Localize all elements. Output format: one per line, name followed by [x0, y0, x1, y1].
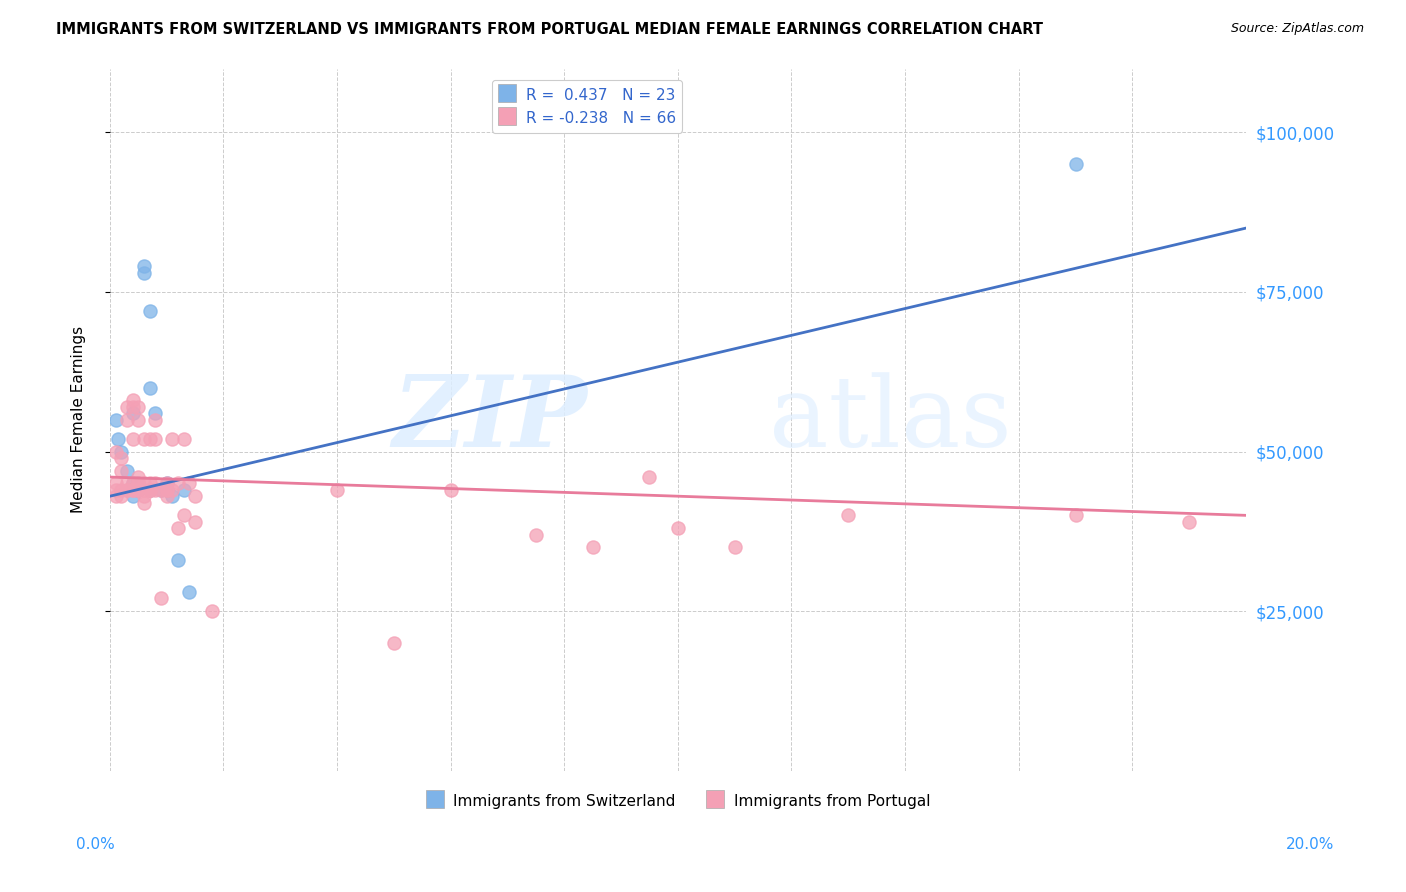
Point [104, 444, 127, 458]
Point [156, 483, 179, 497]
Point [104, 489, 127, 503]
Point [382, 636, 405, 650]
Point [115, 483, 138, 497]
Point [179, 476, 201, 491]
Point [184, 515, 207, 529]
Point [132, 432, 155, 446]
Point [115, 400, 138, 414]
Point [666, 521, 689, 535]
Point [115, 476, 138, 491]
Point [156, 489, 179, 503]
Point [582, 541, 605, 555]
Point [127, 412, 149, 426]
Point [162, 489, 184, 503]
Point [104, 483, 127, 497]
Text: 0.0%: 0.0% [76, 837, 115, 852]
Point [1064, 157, 1087, 171]
Point [149, 483, 172, 497]
Point [173, 483, 195, 497]
Point [127, 400, 149, 414]
Point [326, 483, 349, 497]
Point [127, 483, 149, 497]
Point [138, 381, 160, 395]
Point [162, 483, 184, 497]
Legend: Immigrants from Switzerland, Immigrants from Portugal: Immigrants from Switzerland, Immigrants … [419, 786, 936, 815]
Point [156, 483, 179, 497]
Point [173, 508, 195, 523]
Point [110, 464, 132, 478]
Point [121, 432, 143, 446]
Point [138, 483, 160, 497]
Point [138, 432, 160, 446]
Point [173, 432, 195, 446]
Point [149, 591, 172, 606]
Point [132, 483, 155, 497]
Point [724, 541, 747, 555]
Point [440, 483, 463, 497]
Point [104, 476, 127, 491]
Text: IMMIGRANTS FROM SWITZERLAND VS IMMIGRANTS FROM PORTUGAL MEDIAN FEMALE EARNINGS C: IMMIGRANTS FROM SWITZERLAND VS IMMIGRANT… [56, 22, 1043, 37]
Point [121, 393, 143, 408]
Point [138, 483, 160, 497]
Text: 20.0%: 20.0% [1286, 837, 1334, 852]
Point [110, 489, 132, 503]
Point [184, 489, 207, 503]
Point [162, 432, 184, 446]
Point [1064, 508, 1087, 523]
Point [127, 483, 149, 497]
Point [121, 476, 143, 491]
Point [132, 266, 155, 280]
Point [143, 406, 166, 420]
Point [121, 483, 143, 497]
Point [127, 470, 149, 484]
Point [121, 489, 143, 503]
Point [110, 444, 132, 458]
Point [132, 476, 155, 491]
Point [143, 476, 166, 491]
Point [143, 483, 166, 497]
Point [110, 483, 132, 497]
Point [1178, 515, 1201, 529]
Text: atlas: atlas [769, 372, 1011, 467]
Point [115, 483, 138, 497]
Point [132, 489, 155, 503]
Point [149, 483, 172, 497]
Point [127, 483, 149, 497]
Point [167, 553, 190, 567]
Text: Source: ZipAtlas.com: Source: ZipAtlas.com [1230, 22, 1364, 36]
Point [179, 585, 201, 599]
Point [138, 304, 160, 318]
Point [115, 464, 138, 478]
Point [143, 432, 166, 446]
Point [167, 521, 190, 535]
Point [524, 527, 547, 541]
Point [156, 483, 179, 497]
Point [121, 400, 143, 414]
Point [138, 476, 160, 491]
Point [156, 476, 179, 491]
Point [104, 412, 127, 426]
Point [138, 483, 160, 497]
Point [115, 412, 138, 426]
Point [127, 476, 149, 491]
Point [127, 476, 149, 491]
Point [107, 432, 129, 446]
Point [156, 476, 179, 491]
Point [132, 495, 155, 509]
Point [121, 476, 143, 491]
Text: ZIP: ZIP [392, 371, 586, 467]
Y-axis label: Median Female Earnings: Median Female Earnings [72, 326, 86, 513]
Point [138, 483, 160, 497]
Point [201, 604, 224, 618]
Point [638, 470, 661, 484]
Point [143, 412, 166, 426]
Point [121, 483, 143, 497]
Point [167, 476, 190, 491]
Point [132, 260, 155, 274]
Point [121, 406, 143, 420]
Point [837, 508, 859, 523]
Point [110, 450, 132, 465]
